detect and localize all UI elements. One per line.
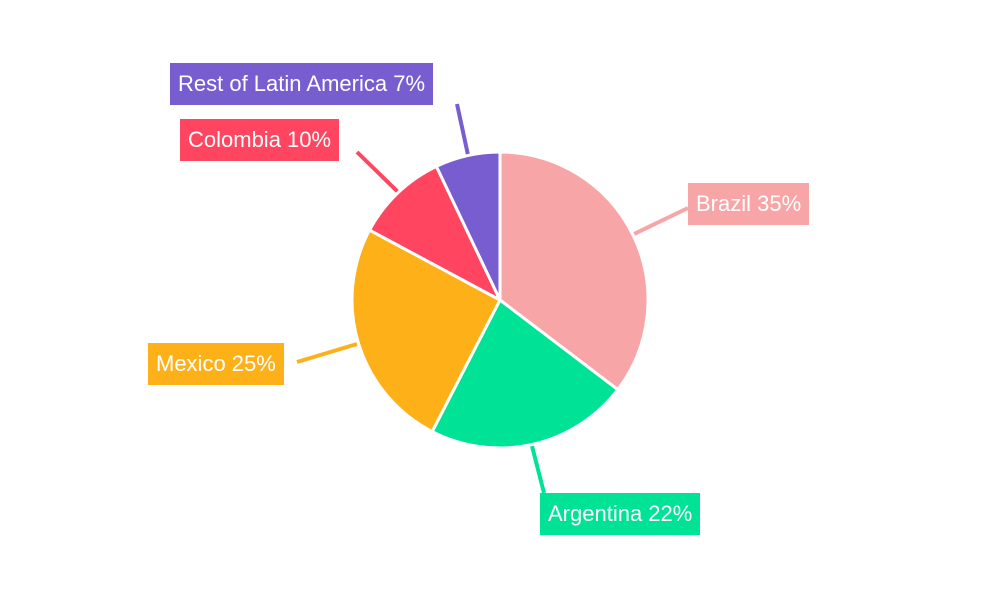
pie-slice-rest-of-latin-america[interactable] bbox=[434, 150, 502, 302]
leader-line bbox=[296, 342, 358, 364]
slice-label-argentina: Argentina 22% bbox=[540, 493, 701, 535]
leader-line bbox=[455, 103, 470, 156]
slice-label-colombia: Colombia 10% bbox=[180, 119, 340, 161]
pie-slices bbox=[350, 150, 650, 450]
slice-label-rest-of-latin-america: Rest of Latin America 7% bbox=[170, 63, 434, 105]
leader-line bbox=[355, 150, 400, 194]
leader-line bbox=[633, 206, 689, 236]
pie-slice-brazil[interactable] bbox=[498, 150, 650, 392]
leader-line bbox=[530, 445, 546, 494]
leader-lines bbox=[296, 103, 689, 494]
pie-slice-colombia[interactable] bbox=[368, 164, 502, 302]
slice-label-mexico: Mexico 25% bbox=[148, 343, 284, 385]
slice-label-brazil: Brazil 35% bbox=[688, 183, 810, 225]
pie-slice-argentina[interactable] bbox=[430, 298, 620, 450]
